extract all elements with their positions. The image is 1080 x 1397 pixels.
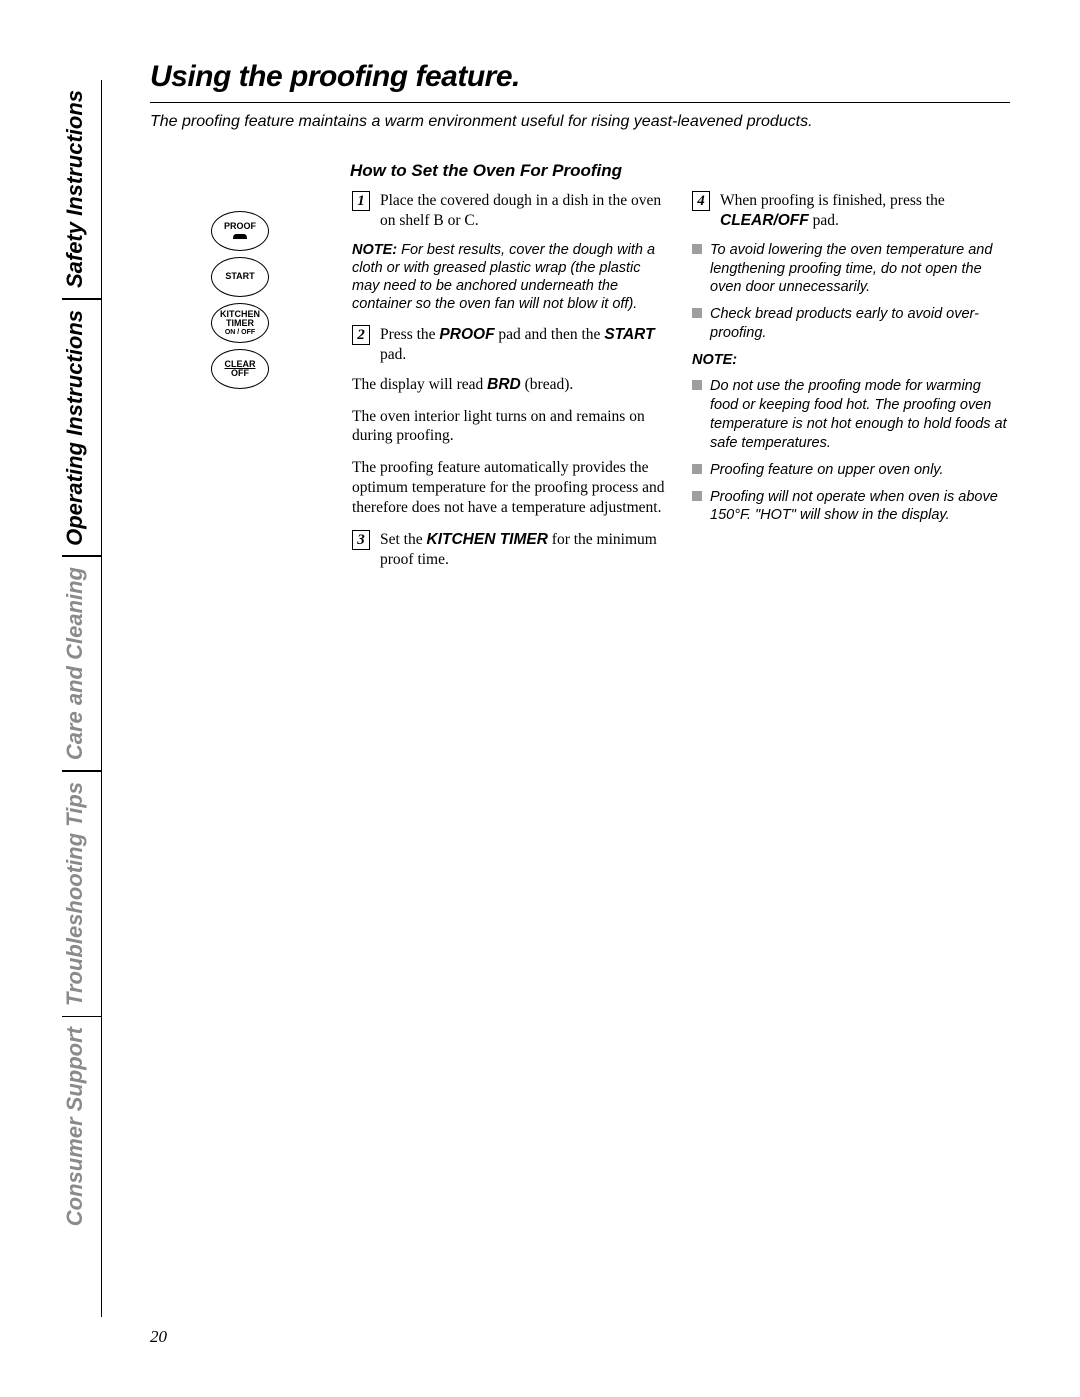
bullet-above-150: Proofing will not operate when oven is a… <box>692 488 1010 526</box>
bullet-check-early: Check bread products early to avoid over… <box>692 305 1010 343</box>
proof-bold: PROOF <box>439 326 494 343</box>
step-text: When proofing is finished, press the CLE… <box>720 191 1010 231</box>
tab-safety: Safety Instructions <box>62 80 101 298</box>
note-best-results: NOTE: For best results, cover the dough … <box>352 241 670 314</box>
step-number: 2 <box>352 325 370 345</box>
bullet-square-icon <box>692 464 702 474</box>
bullet-text: To avoid lowering the oven temperature a… <box>710 241 1010 298</box>
page-title: Using the proofing feature. <box>150 60 1010 94</box>
start-pad-icon: START <box>211 257 269 297</box>
t: (bread). <box>521 376 574 393</box>
bullet-avoid-lowering: To avoid lowering the oven temperature a… <box>692 241 1010 298</box>
timer-line2: TIMER <box>226 319 254 328</box>
clear-off-bold: CLEAR/OFF <box>720 212 809 229</box>
subtitle: The proofing feature maintains a warm en… <box>150 113 1010 131</box>
tab-troubleshooting: Troubleshooting Tips <box>62 772 101 1016</box>
step-4: 4 When proofing is finished, press the C… <box>692 191 1010 231</box>
page: Safety Instructions Operating Instructio… <box>0 0 1080 1397</box>
rule <box>150 102 1010 103</box>
content-row: PROOF START KITCHEN TIMER ON / OFF CLEAR… <box>150 191 1010 579</box>
step-text: Press the PROOF pad and then the START p… <box>380 325 670 365</box>
proof-pad-icon: PROOF <box>211 211 269 251</box>
note-heading: NOTE: <box>692 351 1010 370</box>
clear-off-pad-icon: CLEAR OFF <box>211 349 269 389</box>
step-number: 3 <box>352 530 370 550</box>
page-number: 20 <box>150 1327 167 1347</box>
main-content: Using the proofing feature. The proofing… <box>150 60 1010 579</box>
start-label: START <box>225 272 254 281</box>
step-text: Place the covered dough in a dish in the… <box>380 191 670 231</box>
bullet-square-icon <box>692 244 702 254</box>
step-text: Set the KITCHEN TIMER for the minimum pr… <box>380 530 670 570</box>
control-pad-illustration: PROOF START KITCHEN TIMER ON / OFF CLEAR… <box>150 191 330 579</box>
bullet-square-icon <box>692 491 702 501</box>
side-tabs: Safety Instructions Operating Instructio… <box>62 80 102 1317</box>
t: pad and then the <box>495 326 605 343</box>
step-1: 1 Place the covered dough in a dish in t… <box>352 191 670 231</box>
bread-icon <box>231 232 249 240</box>
note-label: NOTE: <box>352 242 397 258</box>
start-bold: START <box>604 326 654 343</box>
kitchen-timer-bold: KITCHEN TIMER <box>427 531 548 548</box>
t: pad. <box>809 212 839 229</box>
bullet-text: Proofing feature on upper oven only. <box>710 461 944 480</box>
t: Set the <box>380 531 427 548</box>
tab-support: Consumer Support <box>62 1017 101 1236</box>
section-heading: How to Set the Oven For Proofing <box>350 161 1010 181</box>
kitchen-timer-pad-icon: KITCHEN TIMER ON / OFF <box>211 303 269 343</box>
bullet-no-warming: Do not use the proofing mode for warming… <box>692 377 1010 452</box>
t: The display will read <box>352 376 487 393</box>
step-number: 1 <box>352 191 370 211</box>
step-2: 2 Press the PROOF pad and then the START… <box>352 325 670 365</box>
step-number: 4 <box>692 191 710 211</box>
display-brd: The display will read BRD (bread). <box>352 375 670 395</box>
step-3: 3 Set the KITCHEN TIMER for the minimum … <box>352 530 670 570</box>
t: When proofing is finished, press the <box>720 192 945 209</box>
interior-light: The oven interior light turns on and rem… <box>352 407 670 447</box>
bullet-upper-only: Proofing feature on upper oven only. <box>692 461 1010 480</box>
right-column: 4 When proofing is finished, press the C… <box>692 191 1010 579</box>
proof-label: PROOF <box>224 222 256 231</box>
tab-care: Care and Cleaning <box>62 557 101 770</box>
bullet-text: Do not use the proofing mode for warming… <box>710 377 1010 452</box>
t: Press the <box>380 326 439 343</box>
timer-line3: ON / OFF <box>225 329 255 336</box>
bullet-square-icon <box>692 308 702 318</box>
bullet-text: Check bread products early to avoid over… <box>710 305 1010 343</box>
tab-operating: Operating Instructions <box>62 300 101 556</box>
t: pad. <box>380 346 406 363</box>
note-text: For best results, cover the dough with a… <box>352 242 655 312</box>
clear-line2: OFF <box>231 369 249 378</box>
left-column: 1 Place the covered dough in a dish in t… <box>352 191 670 579</box>
brd-bold: BRD <box>487 376 521 393</box>
bullet-square-icon <box>692 380 702 390</box>
text-columns: 1 Place the covered dough in a dish in t… <box>352 191 1010 579</box>
auto-temp: The proofing feature automatically provi… <box>352 458 670 517</box>
bullet-text: Proofing will not operate when oven is a… <box>710 488 1010 526</box>
